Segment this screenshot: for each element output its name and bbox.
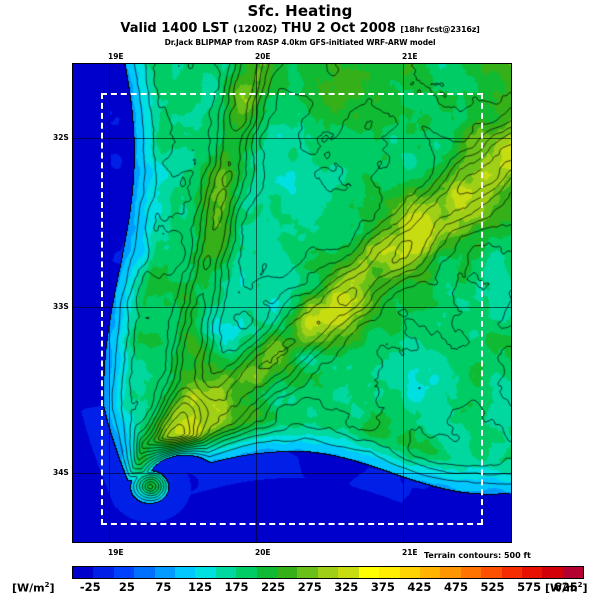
colorbar-swatch-10 xyxy=(277,567,298,578)
valid-time-line: Valid 1400 LST (1200Z) THU 2 Oct 2008 [1… xyxy=(0,21,600,37)
colorbar-swatch-12 xyxy=(317,567,339,578)
unit-label-left: [W/m2] xyxy=(12,581,55,595)
colorbar-swatch-17 xyxy=(419,567,441,578)
colorbar-tick-10: 475 xyxy=(443,580,469,594)
colorbar-tick-5: 225 xyxy=(261,580,286,594)
heating-field-canvas xyxy=(73,64,511,542)
graticule-lat-33s xyxy=(73,307,511,308)
colorbar-tick-labels: -25 25 75 125 175 225 275 325 375 425 475 525 575 625 xyxy=(72,580,584,596)
title-block: Sfc. Heating Valid 1400 LST (1200Z) THU … xyxy=(0,3,600,48)
colorbar-swatch-3 xyxy=(134,567,155,578)
lon-tick-bottom-1: 20E xyxy=(255,548,271,557)
colorbar-swatch-11 xyxy=(297,567,318,578)
colorbar-tick-9: 425 xyxy=(407,580,432,594)
lon-tick-top-0: 19E xyxy=(108,52,124,61)
lat-tick-left-0: 32S xyxy=(53,133,69,142)
colorbar-swatch-7 xyxy=(215,567,237,578)
colorbar-swatch-1 xyxy=(93,567,114,578)
colorbar-tick-8: 375 xyxy=(370,580,395,594)
lon-tick-top-2: 21E xyxy=(402,52,418,61)
colorbar-swatch-9 xyxy=(256,567,278,578)
colorbar-swatch-0 xyxy=(73,567,94,578)
colorbar-swatch-15 xyxy=(379,567,400,578)
colorbar-tick-1: 25 xyxy=(118,580,135,594)
terrain-contour-note: Terrain contours: 500 ft xyxy=(424,551,531,560)
lat-tick-left-2: 34S xyxy=(53,468,69,477)
colorbar-swatch-4 xyxy=(154,567,176,578)
colorbar-tick-11: 525 xyxy=(480,580,505,594)
colorbar-tick-0: -25 xyxy=(79,580,101,594)
colorbar-tick-4: 175 xyxy=(224,580,249,594)
forecast-tag: [18hr fcst@2316z] xyxy=(400,25,480,34)
graticule-lat-34s xyxy=(73,473,511,474)
colorbar-swatch-13 xyxy=(338,567,359,578)
colorbar-swatch-21 xyxy=(501,567,522,578)
heating-map[interactable] xyxy=(72,63,512,543)
colorbar-swatch-16 xyxy=(399,567,420,578)
colorbar-tick-6: 275 xyxy=(297,580,322,594)
colorbar-swatch-20 xyxy=(481,567,502,578)
graticule-lon-19e xyxy=(109,64,110,542)
colorbar-swatch-5 xyxy=(175,567,196,578)
colorbar-swatch-8 xyxy=(236,567,257,578)
unit-label-right: [W/m2] xyxy=(545,581,588,595)
colorbar-swatch-2 xyxy=(113,567,135,578)
colorbar-tick-2: 75 xyxy=(155,580,172,594)
colorbar-swatch-14 xyxy=(358,567,380,578)
valid-time-label: Valid 1400 LST xyxy=(120,21,229,36)
colorbar-swatch-18 xyxy=(440,567,461,578)
colorbar-swatch-6 xyxy=(195,567,216,578)
lon-tick-bottom-0: 19E xyxy=(108,548,124,557)
colorbar-tick-13: 625 xyxy=(553,580,578,594)
colorbar-swatch-24 xyxy=(562,567,584,578)
lon-tick-bottom-2: 21E xyxy=(402,548,418,557)
lon-tick-top-1: 20E xyxy=(255,52,271,61)
colorbar-swatch-22 xyxy=(521,567,543,578)
graticule-lon-20e xyxy=(256,64,257,542)
colorbar-row: [W/m2] -25 25 75 125 175 225 275 325 375 425 475 52… xyxy=(0,565,600,600)
colorbar-swatch-23 xyxy=(542,567,563,578)
colorbar-tick-7: 325 xyxy=(334,580,359,594)
model-source-line: Dr.Jack BLIPMAP from RASP 4.0km GFS-init… xyxy=(164,38,436,47)
colorbar-swatches xyxy=(72,566,584,579)
colorbar-tick-3: 125 xyxy=(187,580,213,594)
page-title: Sfc. Heating xyxy=(247,2,353,20)
lat-tick-left-1: 33S xyxy=(53,302,69,311)
graticule-lat-32s xyxy=(73,138,511,139)
colorbar-swatch-19 xyxy=(460,567,482,578)
colorbar-tick-12: 575 xyxy=(517,580,542,594)
valid-time-utc: (1200Z) xyxy=(233,24,278,35)
graticule-lon-21e xyxy=(403,64,404,542)
valid-date: THU 2 Oct 2008 xyxy=(281,21,396,36)
